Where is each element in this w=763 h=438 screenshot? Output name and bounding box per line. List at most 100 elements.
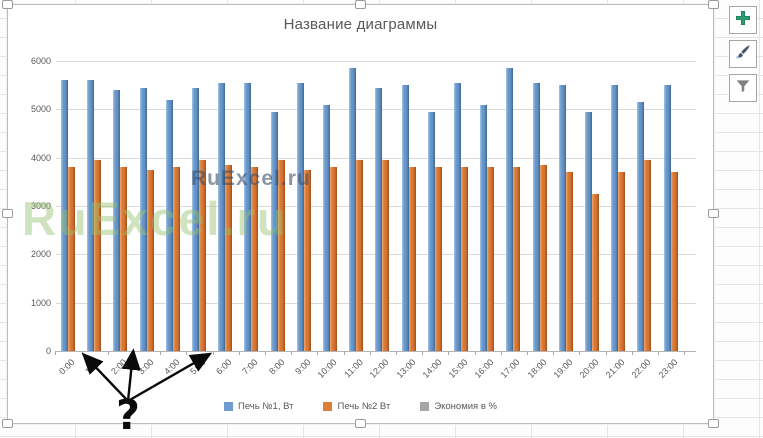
x-axis-label[interactable]: 3:00 [135, 357, 156, 377]
x-axis-label[interactable]: 11:00 [342, 357, 365, 380]
bar-series2-18:00[interactable] [539, 164, 547, 351]
bar-series2-9:00[interactable] [303, 169, 311, 351]
x-axis-label[interactable]: 13:00 [394, 357, 418, 381]
bar-series2-21:00[interactable] [618, 172, 626, 351]
bar-series1-9:00[interactable] [296, 82, 304, 351]
bar-series2-15:00[interactable] [461, 167, 468, 351]
y-axis-label[interactable]: 0 [45, 346, 51, 356]
bar-series1-18:00[interactable] [532, 82, 540, 351]
bar-series2-13:00[interactable] [408, 167, 416, 351]
y-axis-label[interactable]: 6000 [30, 56, 51, 66]
plot-area[interactable]: 0 1000 2000 3000 4000 5000 6000 0:00 1:00 2:00 3:0… [8, 5, 713, 423]
chart-filters-button[interactable] [729, 74, 757, 102]
bar-series1-6:00[interactable] [218, 82, 226, 351]
chart-object[interactable]: Название диаграммы 0 1000 2000 3000 4000 5000… [7, 4, 714, 424]
legend-item[interactable]: Печь №1, Вт [224, 401, 293, 412]
x-axis-label[interactable]: 17:00 [498, 357, 522, 381]
bar-series1-7:00[interactable] [244, 82, 252, 351]
x-axis-tick [107, 351, 109, 355]
bar-series2-16:00[interactable] [487, 167, 495, 351]
bar-series2-5:00[interactable] [199, 160, 206, 351]
bar-series2-7:00[interactable] [251, 167, 259, 351]
bar-series2-4:00[interactable] [172, 167, 180, 351]
bar-series1-13:00[interactable] [401, 85, 409, 351]
bar-series1-19:00[interactable] [558, 85, 566, 351]
bar-series1-21:00[interactable] [611, 85, 619, 351]
bar-series1-11:00[interactable] [349, 68, 357, 351]
bar-series1-20:00[interactable] [585, 111, 592, 351]
bar-series1-10:00[interactable] [323, 104, 330, 351]
chart-title[interactable]: Название диаграммы [283, 16, 438, 33]
bar-series2-23:00[interactable] [670, 172, 678, 351]
x-axis-label[interactable]: 23:00 [656, 357, 680, 381]
chart-styles-button[interactable] [729, 40, 757, 68]
bar-series1-0:00[interactable] [61, 80, 68, 351]
selection-handle-top-right[interactable] [708, 0, 719, 9]
x-axis-label[interactable]: 20:00 [577, 357, 601, 381]
chart-legend[interactable]: Печь №1, Вт Печь №2 Вт Экономия в % [8, 401, 713, 412]
y-axis-label[interactable]: 4000 [30, 152, 51, 163]
bar-series1-5:00[interactable] [192, 87, 199, 351]
bar-series1-22:00[interactable] [637, 102, 645, 351]
bar-series2-6:00[interactable] [225, 164, 233, 351]
bar-series2-2:00[interactable] [120, 167, 128, 351]
bar-series1-16:00[interactable] [480, 104, 488, 351]
bar-series1-14:00[interactable] [427, 111, 435, 351]
bar-series2-10:00[interactable] [330, 167, 337, 351]
x-axis-label[interactable]: 21:00 [603, 357, 627, 381]
selection-handle-top-center[interactable] [355, 0, 366, 9]
x-axis-label[interactable]: 4:00 [161, 357, 182, 377]
x-axis-label[interactable]: 6:00 [214, 357, 234, 377]
bar-series2-11:00[interactable] [356, 160, 364, 351]
x-axis-label[interactable]: 7:00 [240, 357, 260, 377]
bar-series2-14:00[interactable] [434, 167, 442, 351]
x-axis-label[interactable]: 19:00 [551, 357, 575, 381]
bar-series1-17:00[interactable] [506, 68, 514, 351]
legend-item[interactable]: Печь №2 Вт [323, 401, 390, 412]
bar-series1-2:00[interactable] [113, 90, 121, 351]
bar-series1-1:00[interactable] [87, 80, 95, 351]
y-axis-label[interactable]: 1000 [30, 297, 51, 308]
selection-handle-mid-right[interactable] [708, 209, 719, 218]
bar-series2-1:00[interactable] [94, 160, 102, 351]
x-axis-label[interactable]: 8:00 [266, 357, 287, 377]
x-axis-label[interactable]: 15:00 [446, 357, 470, 381]
selection-handle-bottom-center[interactable] [355, 419, 366, 428]
legend-item[interactable]: Экономия в % [420, 401, 497, 412]
y-axis-label[interactable]: 2000 [30, 249, 51, 260]
x-axis-label[interactable]: 12:00 [367, 357, 391, 381]
selection-handle-mid-left[interactable] [2, 209, 13, 218]
bar-series2-12:00[interactable] [382, 160, 390, 351]
x-axis-label[interactable]: 1:00 [83, 357, 103, 377]
bar-series1-15:00[interactable] [454, 82, 461, 351]
bar-series1-8:00[interactable] [270, 111, 278, 351]
bar-series2-20:00[interactable] [592, 193, 599, 351]
y-axis-label[interactable]: 3000 [30, 201, 51, 211]
x-axis-tick [369, 351, 371, 355]
bar-series2-3:00[interactable] [146, 169, 154, 351]
x-axis-label[interactable]: 14:00 [420, 357, 444, 381]
x-axis-label[interactable]: 10:00 [315, 357, 339, 381]
bar-series1-4:00[interactable] [165, 99, 173, 351]
bar-series2-22:00[interactable] [644, 160, 652, 351]
bar-series2-17:00[interactable] [513, 167, 521, 351]
bar-series1-12:00[interactable] [375, 87, 383, 351]
x-axis-label[interactable]: 2:00 [109, 357, 129, 377]
x-axis-label[interactable]: 0:00 [57, 357, 77, 377]
selection-handle-bottom-left[interactable] [2, 419, 13, 428]
x-axis-label[interactable]: 5:00 [188, 357, 208, 377]
bar-series1-3:00[interactable] [139, 87, 147, 351]
x-axis-label[interactable]: 16:00 [472, 357, 496, 381]
x-axis-label[interactable]: 9:00 [292, 357, 313, 377]
selection-handle-bottom-right[interactable] [708, 419, 719, 428]
y-axis-label[interactable]: 5000 [30, 104, 51, 115]
chart-elements-button[interactable] [729, 6, 757, 34]
x-axis-label[interactable]: 18:00 [525, 357, 549, 381]
x-axis-label[interactable]: 22:00 [629, 357, 653, 381]
bar-series2-19:00[interactable] [565, 172, 573, 351]
legend-label: Экономия в % [434, 401, 497, 412]
bar-series2-8:00[interactable] [277, 160, 285, 351]
bar-series2-0:00[interactable] [68, 167, 75, 351]
bar-series1-23:00[interactable] [663, 85, 671, 351]
selection-handle-top-left[interactable] [2, 0, 13, 9]
